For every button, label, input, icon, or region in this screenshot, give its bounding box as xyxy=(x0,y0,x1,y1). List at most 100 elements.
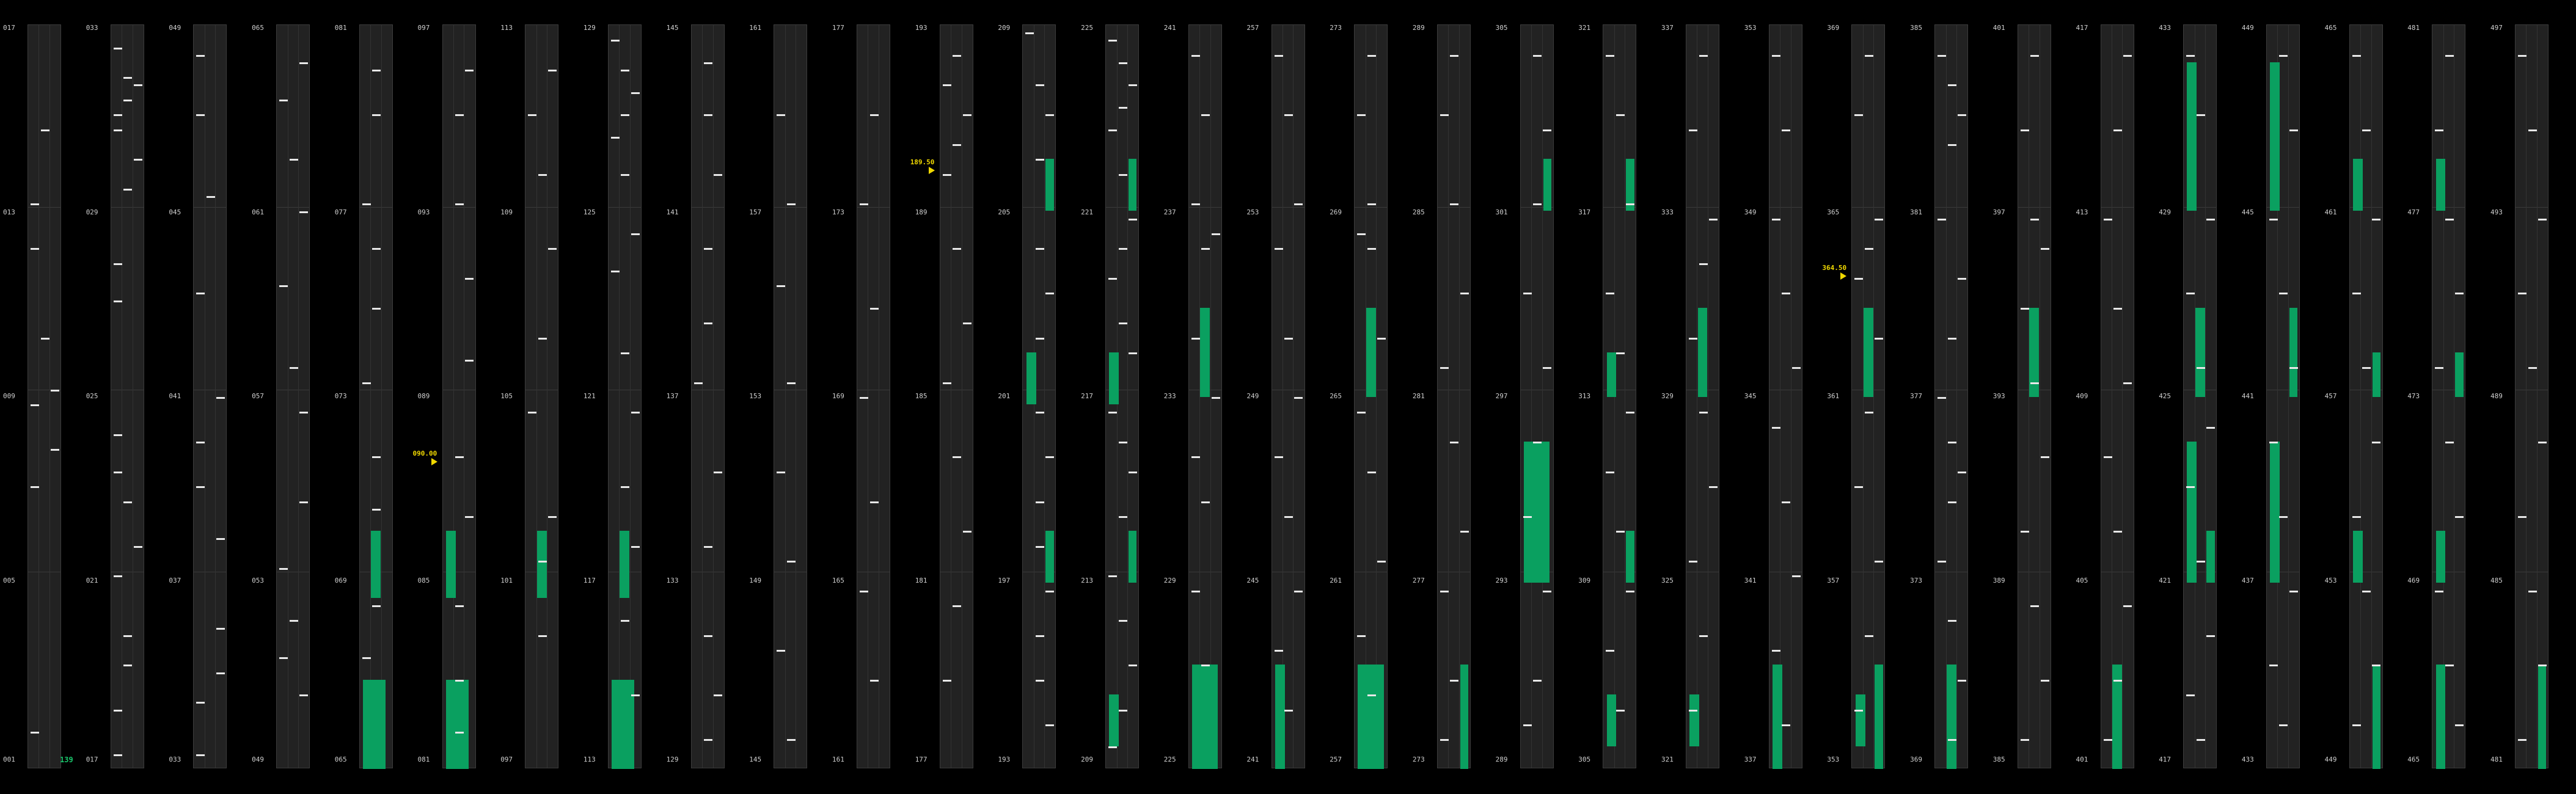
order-tick xyxy=(1626,412,1635,414)
ladder-column[interactable] xyxy=(276,24,310,768)
volume-fill xyxy=(1192,665,1218,769)
price-level-label: 345 xyxy=(1744,392,1757,400)
order-tick xyxy=(1035,337,1044,340)
price-level-label: 157 xyxy=(749,208,762,216)
price-level-label: 297 xyxy=(1495,392,1508,400)
price-level-label: 229 xyxy=(1163,577,1176,585)
order-tick xyxy=(1357,233,1366,236)
column-divider xyxy=(2360,25,2362,768)
row-divider xyxy=(2266,207,2299,208)
ladder-column[interactable] xyxy=(1686,24,1719,768)
ladder-column[interactable] xyxy=(2183,24,2217,768)
order-tick xyxy=(704,114,713,117)
order-tick xyxy=(1284,337,1293,340)
ladder-column[interactable] xyxy=(110,24,144,768)
ladder-column[interactable] xyxy=(27,24,61,768)
order-tick xyxy=(2186,54,2195,57)
price-level-label: 145 xyxy=(749,756,762,763)
ladder-column[interactable] xyxy=(939,24,973,768)
ladder-column[interactable] xyxy=(442,24,476,769)
ladder-column[interactable] xyxy=(2100,24,2134,769)
price-level-label: 257 xyxy=(1246,24,1259,32)
order-tick xyxy=(2455,724,2464,726)
ladder-column[interactable] xyxy=(359,24,393,769)
price-level-label: 093 xyxy=(417,208,430,216)
order-tick xyxy=(2269,218,2278,220)
column-divider xyxy=(38,25,40,768)
order-tick xyxy=(2123,605,2132,608)
order-tick xyxy=(1854,709,1864,712)
volume-fill xyxy=(371,531,381,598)
order-tick xyxy=(1699,54,1708,57)
order-tick xyxy=(942,84,951,87)
order-tick xyxy=(1689,337,1698,340)
order-tick xyxy=(1118,106,1127,109)
order-tick xyxy=(1947,501,1956,503)
order-tick xyxy=(362,657,371,660)
order-tick xyxy=(1211,397,1220,399)
ladder-column[interactable] xyxy=(1022,24,1056,768)
price-level-label: 445 xyxy=(2241,208,2254,216)
order-tick xyxy=(1533,54,1542,57)
order-tick xyxy=(2186,694,2195,697)
current-price-marker-icon xyxy=(1840,272,1847,280)
ladder-column[interactable] xyxy=(774,24,808,768)
ladder-column[interactable] xyxy=(1105,24,1140,768)
ladder-column[interactable] xyxy=(1271,24,1305,769)
price-level-label: 401 xyxy=(2076,756,2088,763)
ladder-column[interactable] xyxy=(1188,24,1222,769)
ladder-column[interactable] xyxy=(857,24,890,768)
ladder-column[interactable] xyxy=(1851,24,1886,769)
ladder-column[interactable] xyxy=(690,24,725,768)
order-tick xyxy=(2030,382,2040,384)
price-level-label: 377 xyxy=(1910,392,1922,400)
ladder-column[interactable] xyxy=(2432,24,2466,769)
order-tick xyxy=(113,709,122,712)
ladder-column[interactable] xyxy=(1436,24,1471,769)
price-level-label: 373 xyxy=(1910,577,1922,585)
order-tick xyxy=(1689,560,1698,563)
order-tick xyxy=(455,605,464,608)
order-tick xyxy=(2372,218,2381,220)
row-divider xyxy=(940,207,973,208)
ladder-column[interactable] xyxy=(2017,24,2051,768)
order-tick xyxy=(1274,248,1283,250)
order-tick xyxy=(1201,248,1210,250)
column-divider xyxy=(1873,25,1875,768)
order-tick xyxy=(538,173,547,176)
ladder-column[interactable] xyxy=(193,24,227,768)
ladder-column[interactable] xyxy=(1603,24,1637,768)
row-divider xyxy=(2432,207,2465,208)
order-tick xyxy=(528,114,537,117)
ladder-column[interactable] xyxy=(2266,24,2300,768)
order-tick xyxy=(2518,54,2527,57)
price-level-label: 385 xyxy=(1910,24,1922,32)
ladder-column[interactable] xyxy=(2515,24,2549,769)
ladder-column[interactable] xyxy=(1520,24,1554,768)
row-divider xyxy=(1852,207,1885,208)
order-tick xyxy=(1377,560,1386,563)
order-tick xyxy=(1118,62,1127,64)
order-tick xyxy=(289,367,298,370)
order-tick xyxy=(1615,352,1625,354)
order-tick xyxy=(704,248,713,250)
ladder-column[interactable] xyxy=(2349,24,2383,769)
ladder-column[interactable] xyxy=(1934,24,1969,769)
ladder-column[interactable] xyxy=(1354,24,1388,769)
price-level-label: 329 xyxy=(1661,392,1674,400)
order-tick xyxy=(621,114,630,117)
order-tick xyxy=(1606,650,1615,652)
order-tick xyxy=(1875,337,1884,340)
order-tick xyxy=(1615,114,1625,117)
ladder-column[interactable] xyxy=(1768,24,1802,769)
order-tick xyxy=(2528,590,2537,592)
order-tick xyxy=(2518,293,2527,295)
price-level-label: 085 xyxy=(417,577,430,585)
price-level-label: 481 xyxy=(2490,756,2503,763)
order-tick xyxy=(113,47,122,49)
row-divider xyxy=(608,207,641,208)
ladder-column[interactable] xyxy=(607,24,642,769)
current-price-label: 090.00 xyxy=(412,450,437,458)
order-tick xyxy=(786,560,796,563)
ladder-column[interactable] xyxy=(525,24,559,768)
